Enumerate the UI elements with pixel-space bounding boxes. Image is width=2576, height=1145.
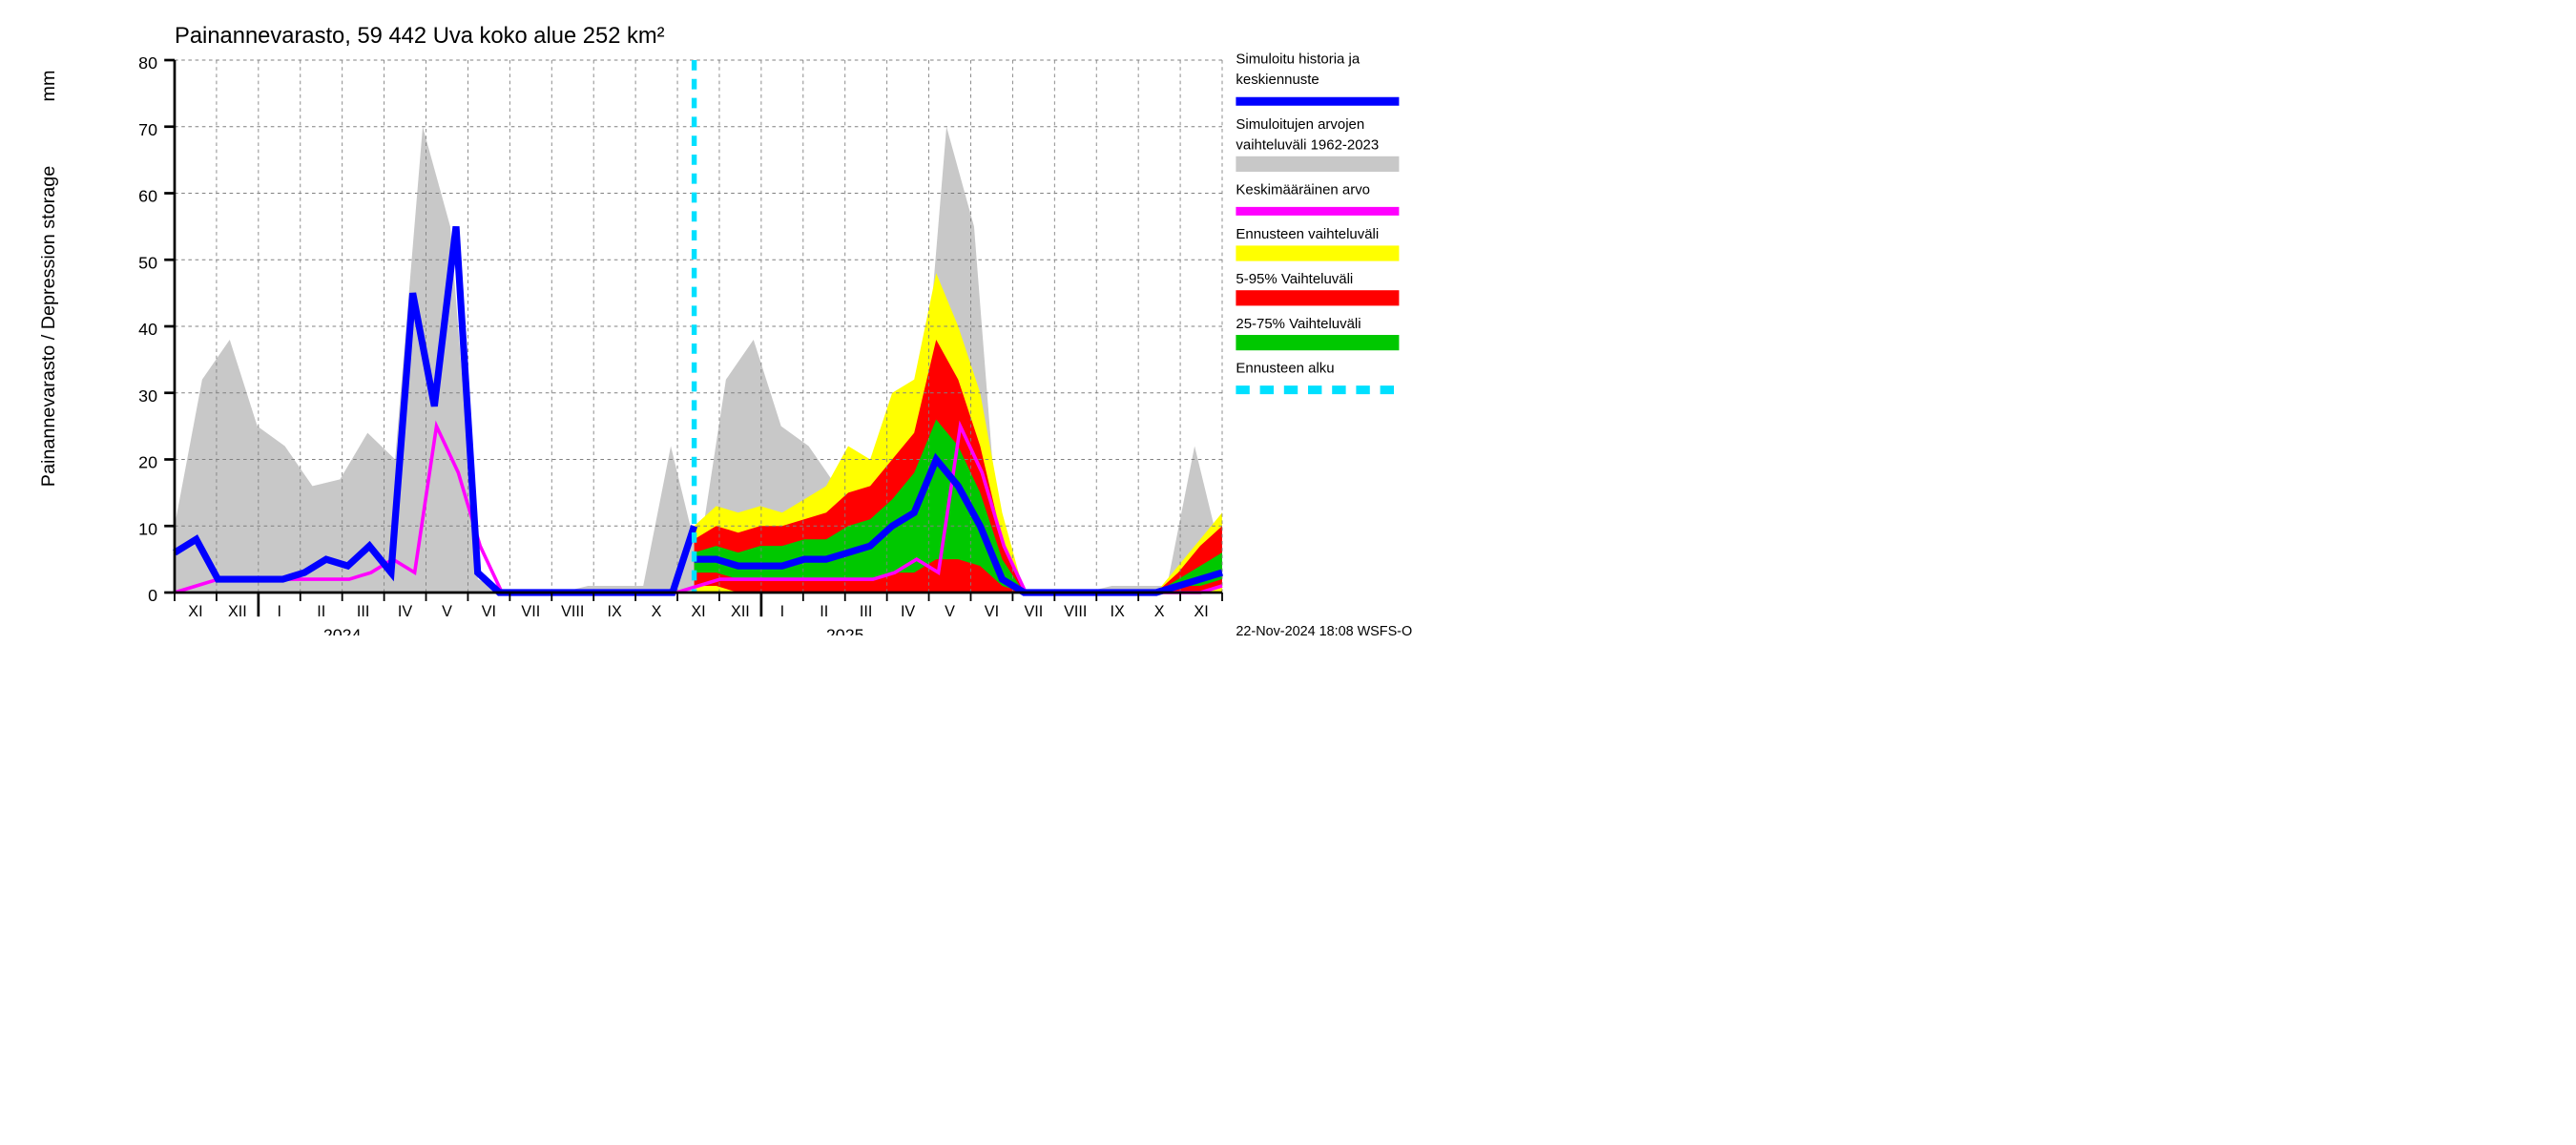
svg-text:Ennusteen vaihteluväli: Ennusteen vaihteluväli — [1236, 226, 1379, 242]
svg-text:II: II — [820, 603, 828, 620]
svg-text:keskiennuste: keskiennuste — [1236, 72, 1319, 88]
svg-text:IV: IV — [901, 603, 915, 620]
svg-text:XI: XI — [691, 603, 705, 620]
svg-text:5-95% Vaihteluväli: 5-95% Vaihteluväli — [1236, 271, 1353, 287]
svg-text:VII: VII — [521, 603, 540, 620]
svg-text:22-Nov-2024 18:08 WSFS-O: 22-Nov-2024 18:08 WSFS-O — [1236, 624, 1412, 635]
svg-text:25-75% Vaihteluväli: 25-75% Vaihteluväli — [1236, 316, 1361, 332]
svg-text:Painannevarasto / Depression s: Painannevarasto / Depression storage — [38, 166, 59, 487]
svg-text:0: 0 — [148, 586, 157, 605]
svg-text:VI: VI — [985, 603, 999, 620]
svg-text:Simuloitu historia ja: Simuloitu historia ja — [1236, 52, 1360, 68]
svg-text:10: 10 — [138, 519, 157, 538]
chart-svg: 01020304050607080XIXIIIIIIIIIVVVIVIIVIII… — [0, 0, 1431, 635]
svg-text:vaihteluväli 1962-2023: vaihteluväli 1962-2023 — [1236, 137, 1379, 154]
svg-text:XI: XI — [1194, 603, 1208, 620]
svg-text:III: III — [860, 603, 873, 620]
svg-text:60: 60 — [138, 187, 157, 206]
svg-text:2025: 2025 — [826, 625, 864, 635]
svg-text:VII: VII — [1024, 603, 1043, 620]
svg-text:2024: 2024 — [323, 625, 362, 635]
svg-text:XII: XII — [731, 603, 750, 620]
svg-text:VIII: VIII — [1064, 603, 1087, 620]
svg-text:Keskimääräinen arvo: Keskimääräinen arvo — [1236, 181, 1370, 198]
svg-text:70: 70 — [138, 120, 157, 139]
svg-text:Simuloitujen arvojen: Simuloitujen arvojen — [1236, 116, 1364, 133]
svg-text:VI: VI — [482, 603, 496, 620]
svg-text:V: V — [442, 603, 452, 620]
svg-text:30: 30 — [138, 386, 157, 406]
svg-text:IX: IX — [1111, 603, 1125, 620]
svg-text:X: X — [1154, 603, 1165, 620]
svg-text:IV: IV — [398, 603, 412, 620]
svg-text:50: 50 — [138, 253, 157, 272]
svg-text:Painannevarasto, 59 442 Uva ko: Painannevarasto, 59 442 Uva koko alue 25… — [175, 23, 665, 49]
svg-text:mm: mm — [38, 71, 59, 102]
svg-text:XI: XI — [188, 603, 202, 620]
svg-text:40: 40 — [138, 320, 157, 339]
svg-text:I: I — [278, 603, 282, 620]
svg-text:IX: IX — [608, 603, 622, 620]
chart-container: 01020304050607080XIXIIIIIIIIIVVVIVIIVIII… — [0, 0, 1431, 635]
svg-text:III: III — [357, 603, 370, 620]
svg-text:X: X — [652, 603, 662, 620]
svg-text:80: 80 — [138, 53, 157, 73]
svg-text:XII: XII — [228, 603, 247, 620]
svg-text:20: 20 — [138, 453, 157, 472]
svg-text:VIII: VIII — [561, 603, 584, 620]
svg-text:II: II — [317, 603, 325, 620]
svg-text:Ennusteen alku: Ennusteen alku — [1236, 361, 1334, 377]
svg-text:I: I — [780, 603, 785, 620]
svg-text:V: V — [945, 603, 955, 620]
y-axis-label: Painannevarasto / Depression storage — [38, 166, 59, 487]
